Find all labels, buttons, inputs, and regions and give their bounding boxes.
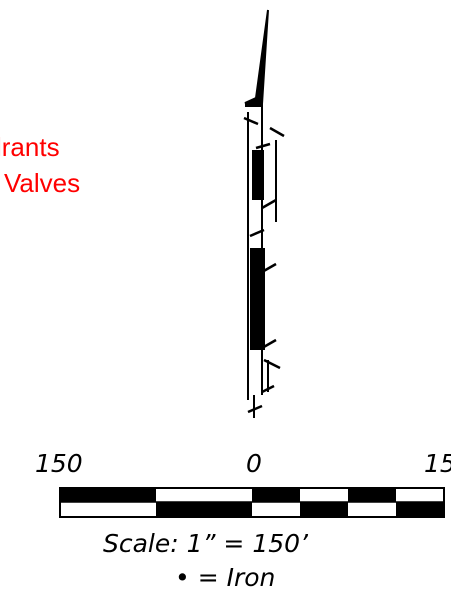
scale-block — [252, 488, 300, 502]
scale-block — [60, 488, 156, 502]
iron-bullet-icon: • — [175, 563, 190, 592]
scale-bar — [59, 487, 445, 518]
scale-block — [156, 502, 252, 517]
water-main-lines — [244, 9, 277, 418]
valve-tick — [261, 198, 277, 210]
scale-block — [300, 502, 348, 517]
scale-tick-right: 15 — [424, 449, 451, 478]
valve-tick — [249, 228, 265, 238]
main-wedge-top — [244, 9, 269, 106]
valve-tick — [261, 262, 277, 274]
scale-block — [348, 488, 396, 502]
segment-1 — [252, 150, 264, 200]
valve-tick — [247, 404, 263, 414]
filled-segments — [245, 103, 265, 350]
scale-block — [396, 502, 444, 517]
valve-tick — [261, 338, 277, 350]
scale-tick-middle: 0 — [246, 449, 262, 478]
valve-ticks — [243, 116, 285, 414]
legend-valves-label: Valves — [4, 168, 81, 198]
segment-2 — [250, 248, 265, 350]
valve-tick — [255, 142, 271, 150]
valve-tick — [243, 116, 259, 126]
scale-tick-left: 150 — [35, 449, 83, 478]
valve-tick — [261, 384, 275, 394]
legend-hydrants-label: lrants — [0, 132, 60, 162]
scale-caption: Scale: 1” = 150’ — [103, 529, 308, 558]
valve-tick — [269, 126, 285, 138]
segment-3 — [245, 103, 262, 107]
iron-note: • = Iron — [175, 565, 275, 590]
iron-note-text: = Iron — [197, 563, 276, 592]
valve-tick — [263, 358, 281, 370]
